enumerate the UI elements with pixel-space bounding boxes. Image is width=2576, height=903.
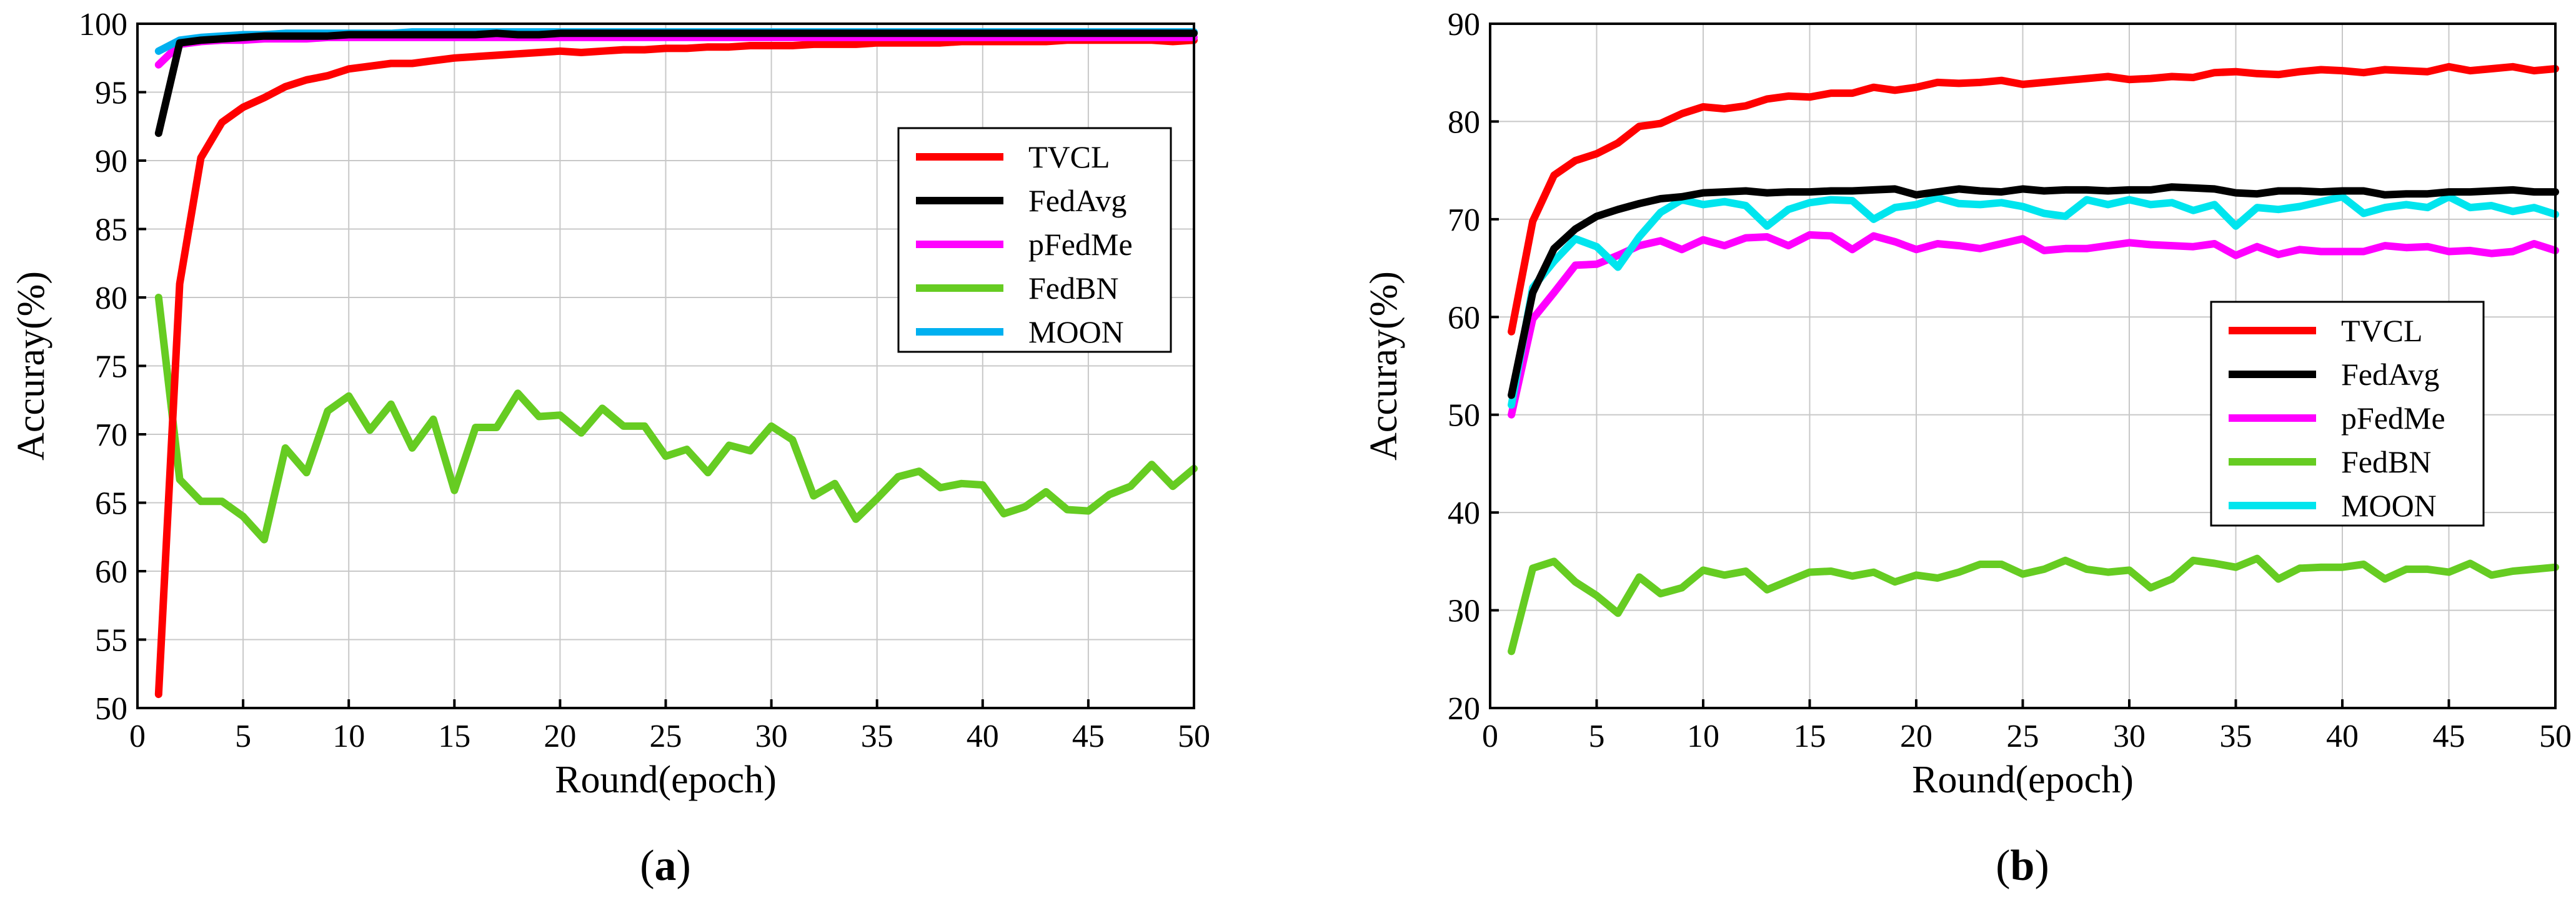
gridlines: [137, 23, 1195, 709]
x-tick-label: 10: [332, 719, 365, 754]
legend-label-fedavg: FedAvg: [1028, 183, 1126, 218]
legend-label-moon: MOON: [1028, 314, 1124, 349]
legend-label-moon: MOON: [2341, 488, 2437, 523]
y-tick-label: 95: [95, 76, 127, 111]
y-tick-label: 100: [79, 7, 127, 42]
series-line-fedbn: [1508, 554, 2559, 656]
y-tick-label: 90: [1448, 7, 1480, 42]
x-tick-label: 35: [861, 719, 893, 754]
x-tick-label: 0: [1482, 719, 1498, 754]
caption-letter: b: [2011, 842, 2035, 890]
x-tick-label: 5: [1589, 719, 1605, 754]
y-tick-label: 75: [95, 349, 127, 385]
y-tick-label: 90: [95, 144, 127, 179]
x-tick-label: 40: [2326, 719, 2359, 754]
series-line-fedbn: [154, 294, 1198, 544]
series-line-fedavg: [1508, 183, 2559, 399]
legend-label-fedavg: FedAvg: [2341, 357, 2439, 392]
series-lines: [1508, 62, 2559, 656]
y-tick-label: 80: [1448, 104, 1480, 140]
series-line-tvcl: [154, 36, 1198, 699]
x-tick-label: 50: [2539, 719, 2572, 754]
y-tick-label: 80: [95, 281, 127, 316]
legend-label-fedbn: FedBN: [1028, 271, 1118, 306]
x-tick-label: 25: [650, 719, 682, 754]
x-axis-label: Round(epoch): [555, 759, 777, 801]
caption-open-paren: (: [1996, 842, 2010, 890]
y-tick-label: 60: [1448, 300, 1480, 336]
caption-b: (b): [1996, 842, 2049, 890]
x-tick-label: 50: [1178, 719, 1210, 754]
legend-box: [2210, 301, 2485, 527]
x-tick-label: 5: [235, 719, 251, 754]
x-tick-label: 15: [1794, 719, 1826, 754]
legend-label-pfedme: pFedMe: [1028, 227, 1133, 262]
y-tick-label: 30: [1448, 594, 1480, 629]
y-tick-label: 70: [1448, 202, 1480, 238]
x-tick-label: 30: [755, 719, 788, 754]
legend: TVCL FedAvg pFedMe FedBN MOON: [897, 127, 1172, 353]
y-axis-label: Accuray(%): [1363, 271, 1405, 461]
legend-label-tvcl: TVCL: [1028, 139, 1110, 174]
y-tick-label: 65: [95, 486, 127, 522]
x-tick-label: 45: [2433, 719, 2465, 754]
x-tick-label: 0: [129, 719, 146, 754]
caption-close-paren: ): [677, 842, 691, 890]
y-tick-label: 50: [1448, 398, 1480, 434]
caption-open-paren: (: [640, 842, 654, 890]
legend: TVCL FedAvg pFedMe FedBN MOON: [2210, 301, 2485, 527]
x-tick-label: 15: [438, 719, 470, 754]
series-line-moon: [1508, 192, 2559, 409]
x-tick-label: 40: [967, 719, 999, 754]
series-line-pfedme: [1508, 231, 2559, 419]
tick-marks: [136, 22, 1195, 709]
x-tick-label: 10: [1687, 719, 1719, 754]
legend-label-tvcl: TVCL: [2341, 313, 2423, 348]
chart-b: 0 5 10 15 20 25 30 35 40 45 50 20 30 40 50 60 70 80 90 Roun…: [1363, 7, 2572, 890]
plot-area-a: [136, 22, 1198, 709]
y-tick-label: 50: [95, 691, 127, 727]
legend-box: [897, 127, 1172, 353]
y-tick-label: 60: [95, 554, 127, 590]
caption-close-paren: ): [2034, 842, 2049, 890]
y-tick-label: 20: [1448, 691, 1480, 727]
x-tick-label: 20: [544, 719, 576, 754]
x-tick-label: 45: [1072, 719, 1105, 754]
legend-label-fedbn: FedBN: [2341, 444, 2431, 479]
tick-marks: [1489, 22, 2557, 709]
x-tick-label: 25: [2007, 719, 2039, 754]
series-lines: [154, 28, 1198, 699]
series-line-fedavg: [154, 29, 1198, 137]
series-line-tvcl: [1508, 62, 2559, 336]
y-tick-label: 55: [95, 623, 127, 659]
x-tick-label: 20: [1900, 719, 1932, 754]
caption-letter: a: [655, 842, 677, 890]
y-tick-label: 85: [95, 212, 127, 248]
chart-a: 0 5 10 15 20 25 30 35 40 45 50 50 55 60 65 70 75 80 85 90 95…: [10, 7, 1210, 890]
y-axis-label: Accuray(%): [10, 271, 52, 461]
caption-a: (a): [640, 842, 691, 890]
x-axis-label: Round(epoch): [1912, 759, 2134, 801]
y-tick-label: 70: [95, 417, 127, 453]
legend-label-pfedme: pFedMe: [2341, 401, 2445, 436]
y-tick-label: 40: [1448, 496, 1480, 531]
x-tick-label: 35: [2220, 719, 2252, 754]
x-tick-label: 30: [2113, 719, 2146, 754]
